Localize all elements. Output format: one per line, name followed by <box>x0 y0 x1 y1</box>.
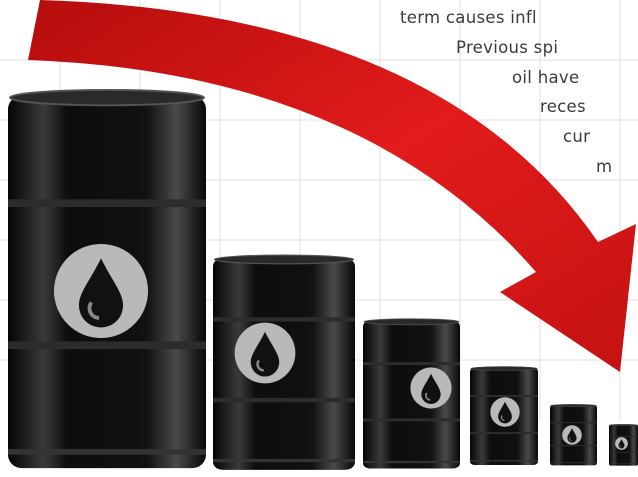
barrel-logo <box>562 425 582 445</box>
barrel-logo <box>490 397 519 426</box>
text-line: term causes infl <box>400 8 537 27</box>
text-line: m <box>596 157 612 176</box>
page: term causes infl Previous spi oil have r… <box>0 0 638 477</box>
barrel-logo <box>615 437 628 450</box>
text-line: reces <box>540 97 586 116</box>
text-line: oil have <box>512 68 579 87</box>
barrel-logo <box>235 323 296 384</box>
text-line: cur <box>563 127 590 146</box>
barrel-logo <box>410 367 451 408</box>
barrel-logo <box>54 244 148 338</box>
scene: term causes infl Previous spi oil have r… <box>0 0 638 477</box>
text-line: Previous spi <box>456 38 558 57</box>
